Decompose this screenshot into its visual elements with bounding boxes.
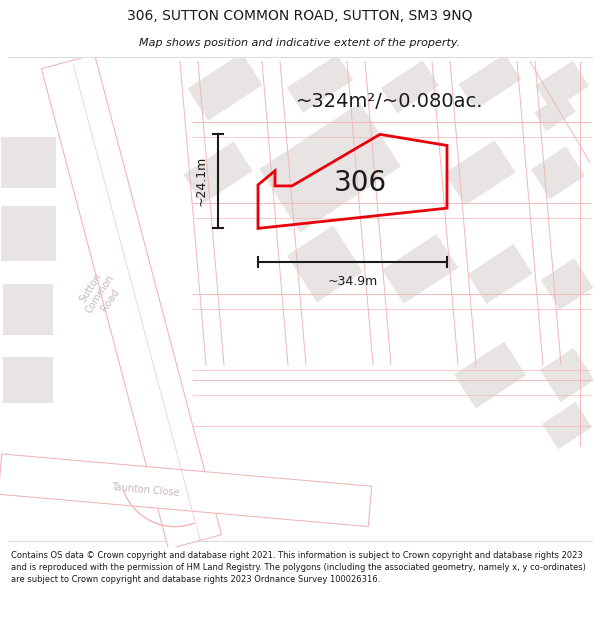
Polygon shape: [531, 146, 585, 199]
Polygon shape: [3, 357, 53, 402]
Polygon shape: [542, 402, 592, 449]
Text: Map shows position and indicative extent of the property.: Map shows position and indicative extent…: [139, 38, 461, 48]
Polygon shape: [184, 141, 253, 204]
Polygon shape: [259, 103, 401, 232]
Polygon shape: [287, 54, 353, 113]
Polygon shape: [41, 54, 221, 549]
Text: ~324m²/~0.080ac.: ~324m²/~0.080ac.: [296, 92, 484, 111]
Polygon shape: [535, 61, 589, 111]
Text: Contains OS data © Crown copyright and database right 2021. This information is : Contains OS data © Crown copyright and d…: [11, 551, 586, 584]
Polygon shape: [445, 140, 515, 206]
Polygon shape: [3, 284, 53, 334]
Text: 306: 306: [334, 169, 386, 197]
Polygon shape: [382, 234, 458, 304]
Text: 306, SUTTON COMMON ROAD, SUTTON, SM3 9NQ: 306, SUTTON COMMON ROAD, SUTTON, SM3 9NQ: [127, 9, 473, 23]
Polygon shape: [381, 61, 439, 113]
Text: Sutton
Common
Road: Sutton Common Road: [74, 267, 126, 321]
Polygon shape: [540, 348, 594, 402]
Polygon shape: [535, 93, 575, 131]
Polygon shape: [459, 54, 521, 109]
Polygon shape: [187, 53, 263, 121]
Text: ~24.1m: ~24.1m: [195, 156, 208, 206]
Polygon shape: [541, 258, 593, 310]
Polygon shape: [467, 244, 533, 304]
Polygon shape: [454, 341, 526, 409]
Text: ~34.9m: ~34.9m: [328, 276, 377, 289]
Polygon shape: [287, 225, 363, 302]
Text: Taunton Close: Taunton Close: [110, 482, 179, 498]
Polygon shape: [1, 138, 56, 188]
Polygon shape: [0, 454, 372, 527]
Polygon shape: [1, 206, 56, 261]
